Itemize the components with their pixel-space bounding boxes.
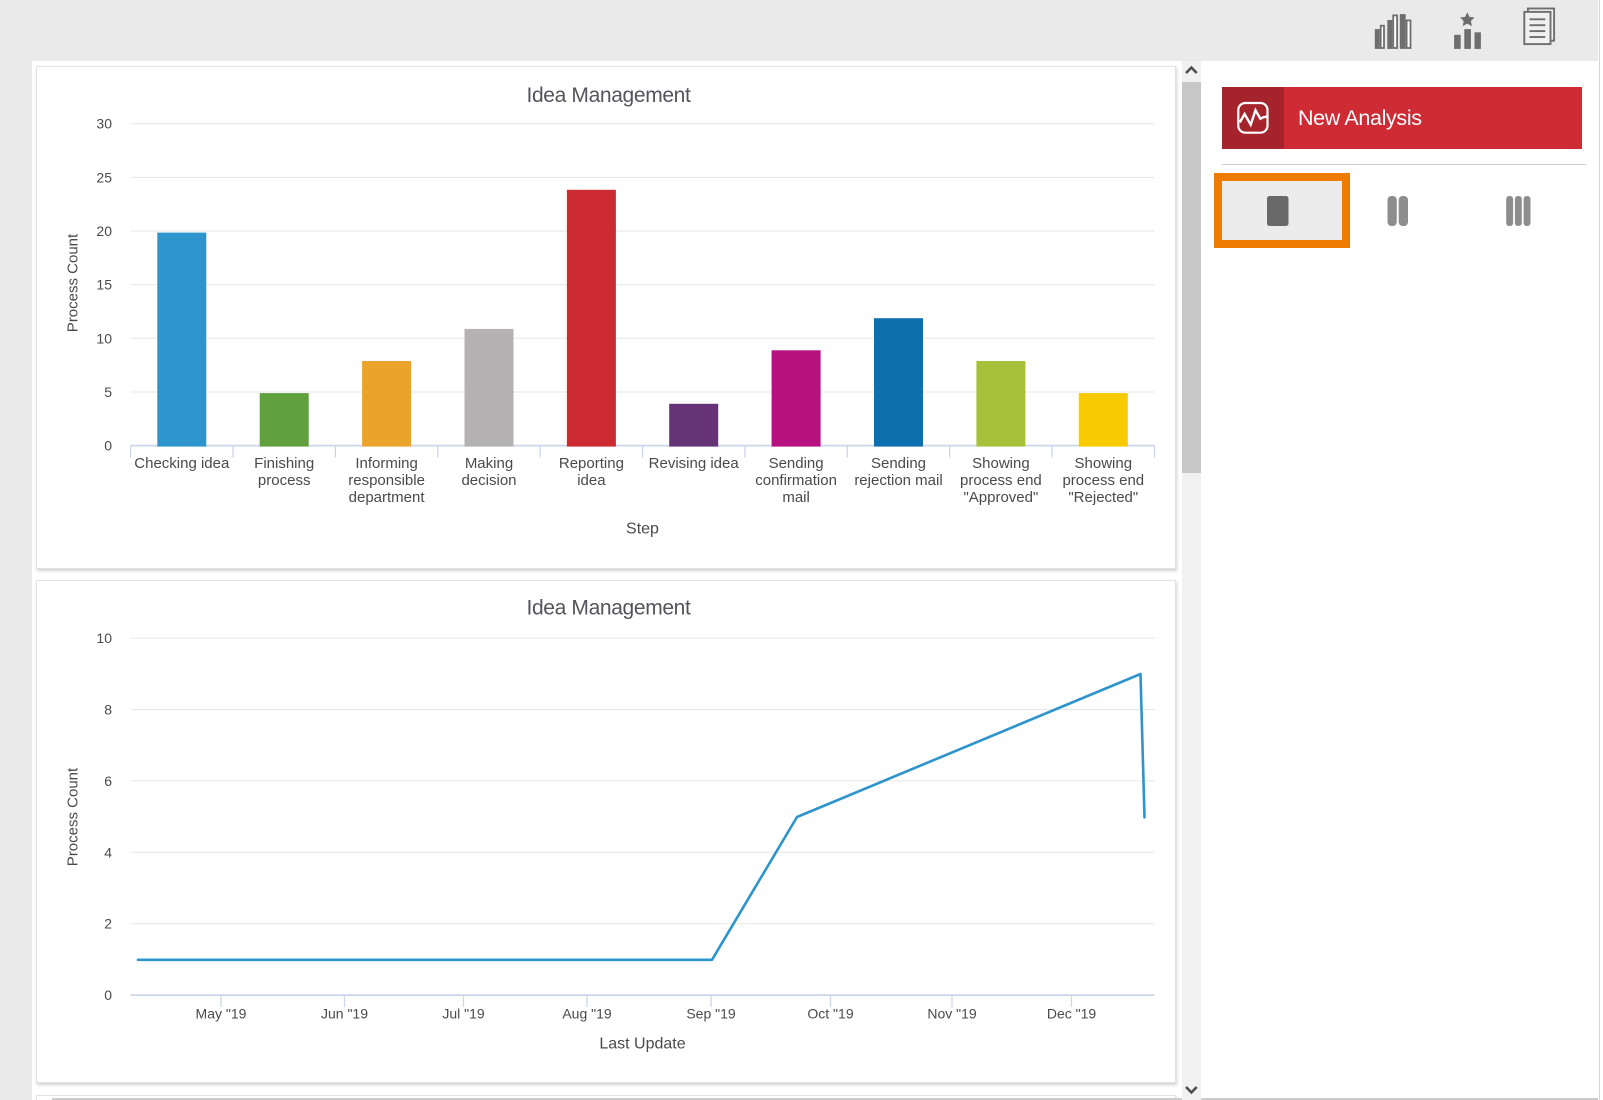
svg-text:Sending: Sending	[871, 455, 926, 472]
svg-text:0: 0	[104, 987, 112, 1003]
svg-text:process: process	[258, 472, 311, 489]
svg-text:rejection mail: rejection mail	[854, 472, 942, 489]
svg-text:"Rejected": "Rejected"	[1068, 489, 1138, 506]
svg-text:Revising idea: Revising idea	[649, 455, 740, 472]
svg-text:Nov "19: Nov "19	[927, 1006, 977, 1022]
svg-text:May "19: May "19	[196, 1006, 247, 1022]
svg-text:Checking idea: Checking idea	[134, 455, 230, 472]
svg-text:Making: Making	[465, 455, 513, 472]
svg-text:Reporting: Reporting	[559, 455, 624, 472]
svg-text:Dec "19: Dec "19	[1047, 1006, 1097, 1022]
svg-text:Process Count: Process Count	[65, 233, 82, 332]
svg-text:Showing: Showing	[1075, 455, 1133, 472]
svg-text:decision: decision	[461, 472, 516, 489]
svg-text:5: 5	[104, 384, 112, 400]
svg-text:4: 4	[104, 844, 112, 860]
svg-text:20: 20	[96, 223, 112, 239]
svg-text:confirmation: confirmation	[755, 472, 837, 489]
svg-text:Sep "19: Sep "19	[686, 1006, 736, 1022]
svg-text:30: 30	[96, 116, 112, 132]
svg-text:10: 10	[96, 330, 112, 346]
svg-text:idea: idea	[577, 472, 606, 489]
svg-text:Sending: Sending	[769, 455, 824, 472]
svg-text:Jul "19: Jul "19	[442, 1006, 485, 1022]
svg-text:2: 2	[104, 916, 112, 932]
svg-text:Jun "19: Jun "19	[321, 1006, 368, 1022]
svg-text:Informing: Informing	[355, 455, 418, 472]
svg-text:Idea Management: Idea Management	[526, 597, 691, 620]
svg-text:Step: Step	[626, 521, 659, 538]
svg-text:"Approved": "Approved"	[963, 489, 1038, 506]
svg-text:Last Update: Last Update	[599, 1036, 685, 1053]
svg-text:10: 10	[96, 630, 112, 646]
svg-text:process end: process end	[960, 472, 1042, 489]
svg-text:0: 0	[104, 438, 112, 454]
svg-text:Idea Management: Idea Management	[526, 84, 691, 107]
svg-text:15: 15	[96, 277, 112, 293]
svg-text:Showing: Showing	[972, 455, 1030, 472]
svg-text:Oct "19: Oct "19	[807, 1006, 853, 1022]
svg-text:25: 25	[96, 169, 112, 185]
svg-text:mail: mail	[782, 489, 810, 506]
svg-text:process end: process end	[1062, 472, 1144, 489]
svg-text:Aug "19: Aug "19	[562, 1006, 612, 1022]
svg-text:Process Count: Process Count	[65, 767, 82, 866]
svg-text:Finishing: Finishing	[254, 455, 314, 472]
svg-text:department: department	[349, 489, 426, 506]
svg-text:responsible: responsible	[348, 472, 425, 489]
svg-text:6: 6	[104, 773, 112, 789]
svg-text:8: 8	[104, 702, 112, 718]
